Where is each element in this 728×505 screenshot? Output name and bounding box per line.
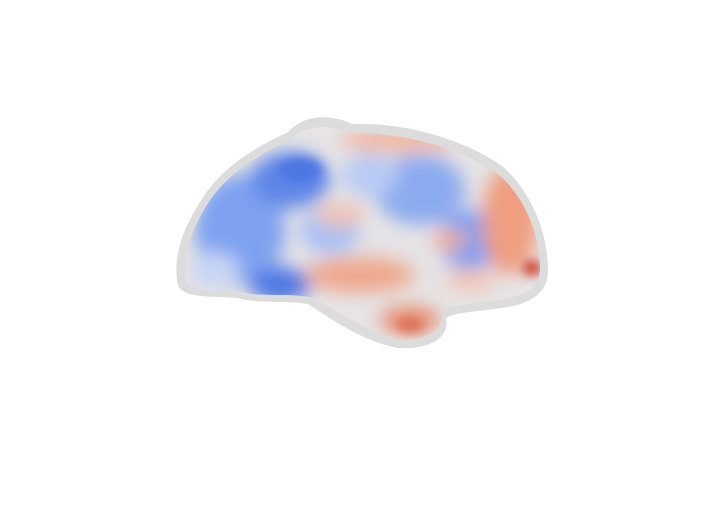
- activation-map: [185, 126, 540, 340]
